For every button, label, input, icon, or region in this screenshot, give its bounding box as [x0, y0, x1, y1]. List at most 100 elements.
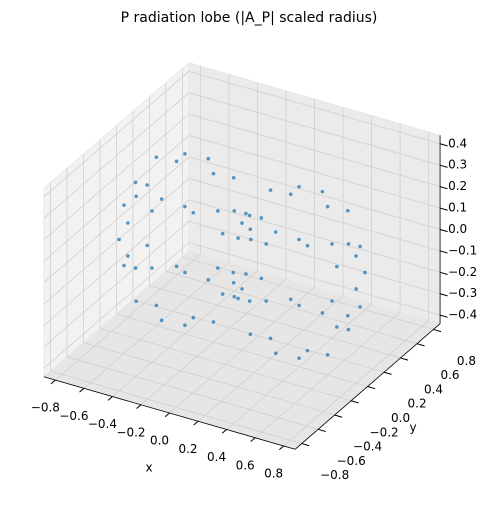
- point: [159, 197, 164, 201]
- tick-mark: [221, 429, 227, 434]
- grid-line: [188, 92, 441, 166]
- point: [122, 203, 126, 207]
- point: [206, 278, 211, 282]
- y-tick-label: 0.0: [391, 411, 410, 425]
- tick-mark: [317, 428, 326, 432]
- y-axis-label: y: [409, 421, 416, 435]
- grid-line: [188, 156, 441, 230]
- tick-mark: [439, 314, 448, 318]
- point: [150, 266, 154, 270]
- point: [335, 264, 339, 269]
- point: [126, 254, 130, 258]
- grid-line: [149, 285, 401, 359]
- point: [320, 189, 325, 194]
- y-tick-label: −0.4: [353, 440, 382, 454]
- point: [264, 242, 268, 246]
- point: [268, 188, 273, 192]
- z-tick-label: 0.0: [448, 222, 467, 236]
- point: [325, 353, 330, 357]
- z-tick-label: −0.2: [448, 265, 477, 279]
- tick-mark: [164, 412, 170, 418]
- tick-mark: [79, 387, 85, 393]
- tick-mark: [439, 164, 448, 168]
- x-tick-label: 0.8: [264, 466, 283, 480]
- grid-line: [43, 178, 190, 305]
- tick-mark: [439, 207, 448, 211]
- z-tick-label: −0.4: [448, 308, 477, 322]
- tick-mark: [439, 186, 448, 190]
- tick-mark: [439, 228, 448, 233]
- point: [183, 152, 187, 156]
- x-tick-label: −0.8: [31, 401, 60, 415]
- point: [305, 243, 310, 248]
- tick-mark: [278, 445, 284, 451]
- grid-line: [188, 220, 441, 295]
- tick-mark: [439, 250, 448, 254]
- grid-line: [43, 70, 190, 198]
- point: [240, 221, 244, 225]
- point: [346, 242, 351, 246]
- point: [174, 264, 179, 269]
- point: [325, 204, 330, 209]
- tick-mark: [383, 371, 392, 375]
- grid-line: [99, 327, 352, 402]
- point: [232, 209, 237, 213]
- point: [363, 270, 367, 275]
- grid-line: [165, 270, 418, 345]
- point: [273, 230, 278, 234]
- point: [273, 351, 278, 356]
- point: [247, 213, 252, 218]
- point: [248, 227, 253, 232]
- point: [268, 336, 273, 341]
- point: [150, 209, 154, 213]
- point: [220, 292, 225, 296]
- x-tick-label: 0.4: [207, 450, 226, 464]
- point: [206, 156, 211, 161]
- point: [231, 270, 236, 275]
- x-axis: [43, 376, 296, 450]
- tick-mark: [50, 379, 56, 385]
- grid-line: [43, 113, 190, 240]
- point: [330, 299, 334, 303]
- tick-mark: [350, 400, 359, 404]
- point: [244, 272, 248, 276]
- tick-mark: [439, 143, 448, 147]
- tick-mark: [439, 293, 448, 297]
- grid-line: [188, 113, 441, 188]
- point: [244, 211, 248, 216]
- point: [259, 216, 264, 220]
- grid-line: [43, 156, 190, 283]
- point: [297, 356, 301, 360]
- point: [154, 303, 159, 308]
- z-tick-label: 0.2: [448, 179, 467, 193]
- chart-title: P radiation lobe (|A_P| scaled radius): [121, 10, 378, 26]
- point: [134, 299, 138, 304]
- point: [154, 155, 159, 159]
- y-tick-label: 0.6: [440, 368, 459, 382]
- grid-line: [43, 199, 190, 326]
- y-tick-label: −0.2: [370, 425, 399, 439]
- z-tick-label: −0.1: [448, 243, 477, 257]
- tick-mark: [250, 437, 256, 442]
- point: [145, 183, 149, 187]
- point: [335, 325, 339, 329]
- grid-line: [43, 220, 190, 348]
- point: [358, 305, 362, 309]
- tick-mark: [367, 386, 376, 390]
- point: [145, 243, 149, 248]
- point: [191, 210, 196, 215]
- x-tick-label: 0.6: [236, 458, 255, 472]
- grid-line: [66, 356, 319, 430]
- point: [122, 263, 126, 268]
- x-axis-label: x: [145, 461, 152, 475]
- point: [211, 171, 216, 176]
- tick-mark: [107, 396, 113, 401]
- tick-mark: [400, 357, 409, 361]
- y-tick-label: 0.8: [457, 354, 476, 368]
- point: [183, 270, 187, 275]
- point: [297, 184, 301, 189]
- point: [220, 231, 225, 236]
- z-tick-label: 0.4: [448, 136, 467, 150]
- point: [134, 194, 138, 199]
